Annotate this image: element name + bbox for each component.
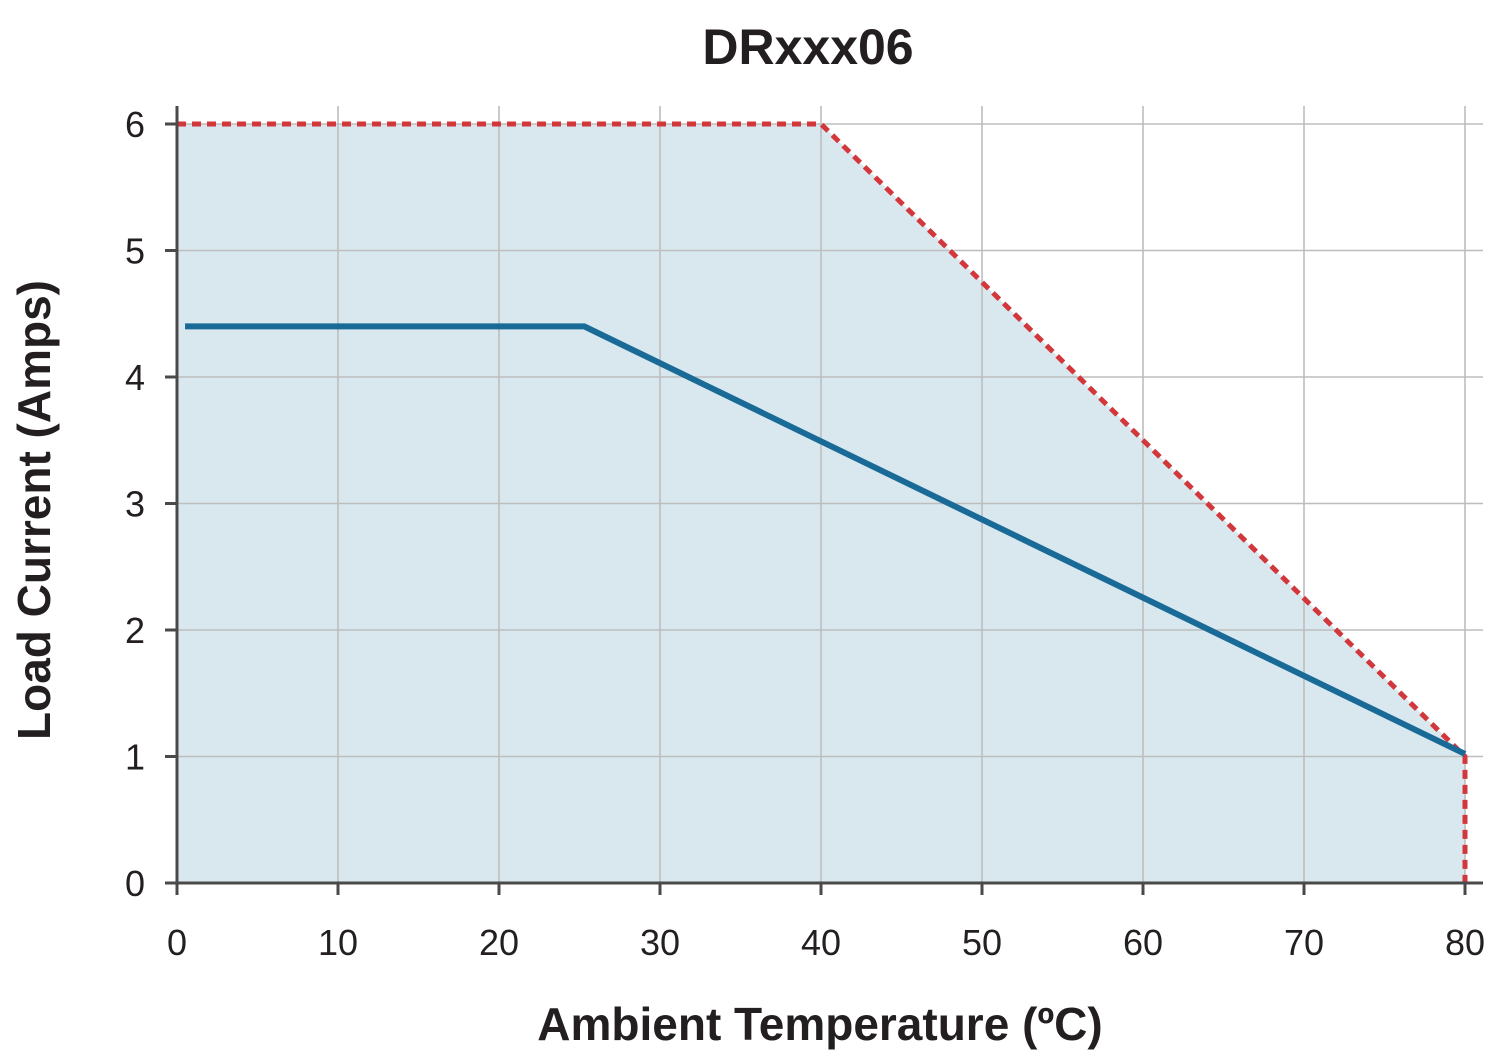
y-tick-label: 2 bbox=[125, 610, 145, 651]
y-tick-label: 6 bbox=[125, 104, 145, 145]
y-tick-label: 0 bbox=[125, 863, 145, 904]
x-tick-label: 40 bbox=[801, 922, 841, 963]
x-tick-label: 0 bbox=[167, 922, 187, 963]
y-axis-label: Load Current (Amps) bbox=[8, 280, 60, 740]
x-tick-label: 60 bbox=[1123, 922, 1163, 963]
x-tick-label: 50 bbox=[962, 922, 1002, 963]
x-tick-label: 10 bbox=[318, 922, 358, 963]
x-axis-ticks: 0 10 20 30 40 50 60 70 80 bbox=[167, 883, 1485, 963]
series-line-solid bbox=[185, 323, 1467, 757]
chart-title: DRxxx06 bbox=[702, 19, 913, 75]
y-tick-label: 3 bbox=[125, 484, 145, 525]
x-tick-label: 80 bbox=[1445, 922, 1485, 963]
x-axis-label: Ambient Temperature (ºC) bbox=[537, 998, 1102, 1050]
y-axis-ticks: 0 1 2 3 4 5 6 bbox=[125, 104, 177, 904]
x-tick-label: 70 bbox=[1284, 922, 1324, 963]
series-line-dashed bbox=[177, 121, 1468, 883]
x-tick-label: 30 bbox=[640, 922, 680, 963]
x-tick-label: 20 bbox=[479, 922, 519, 963]
y-tick-label: 4 bbox=[125, 357, 145, 398]
grid bbox=[177, 106, 1483, 883]
y-tick-label: 5 bbox=[125, 231, 145, 272]
series-layer bbox=[177, 121, 1468, 883]
y-tick-label: 1 bbox=[125, 737, 145, 778]
